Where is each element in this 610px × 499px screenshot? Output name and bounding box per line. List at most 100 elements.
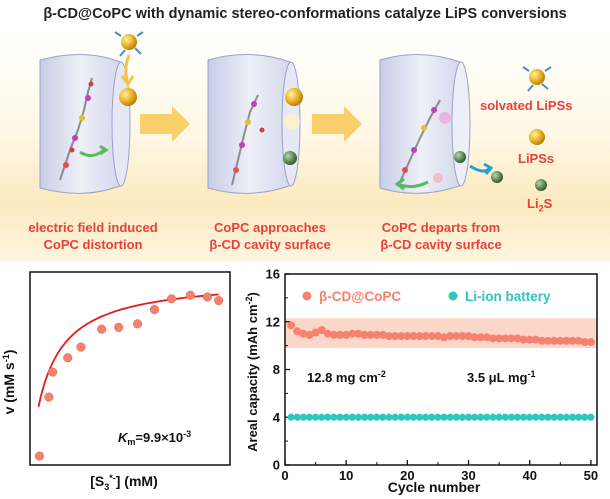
cycling-xtick-label: 30 (461, 468, 475, 483)
series-li-ion-point (373, 413, 381, 421)
series-cdcopc-point (470, 333, 479, 342)
series-li-ion-point (287, 413, 295, 421)
series-li-ion-point (311, 413, 320, 421)
series-li-ion-point (409, 413, 418, 421)
series-cdcopc-point (403, 332, 412, 341)
series-li-ion-point (342, 413, 350, 421)
series-cdcopc-point (476, 333, 485, 342)
cycling-ytick-label: 16 (266, 267, 280, 282)
kinetics-ylabel: v (mM s-1) (1, 350, 17, 415)
series-li-ion-point (532, 413, 540, 421)
series-li-ion-point (446, 413, 454, 421)
cycling-chart: Areal capacity (mAh cm-2) Cycle number 1… (245, 267, 598, 496)
caption-2-line1: CoPC approaches (214, 220, 326, 235)
kinetics-ylabel-main: v (mM s (1, 362, 17, 414)
series-cdcopc-point (336, 330, 345, 339)
solvated-lips-1 (114, 31, 144, 57)
series-cdcopc-point (452, 332, 461, 341)
series-cdcopc-point (415, 332, 424, 341)
series-cdcopc-point (385, 332, 393, 341)
cycling-ytick-label: 4 (273, 410, 281, 425)
lips-glow-2 (284, 114, 300, 130)
caption-1-line1: electric field induced (28, 220, 158, 235)
series-cdcopc-point (421, 332, 430, 341)
series-li-ion-point (458, 413, 467, 421)
series-cdcopc-point (574, 336, 583, 345)
kinetics-point (48, 367, 58, 377)
km-value: =9.9×10 (135, 430, 183, 445)
series-cdcopc-point (305, 330, 314, 339)
series-cdcopc-point (556, 336, 565, 345)
series-cdcopc-point (409, 332, 418, 341)
series-cdcopc-point (397, 332, 406, 341)
series-li-ion-point (464, 413, 473, 421)
series-li-ion-point (538, 413, 546, 421)
series-li-ion-point (318, 413, 326, 421)
series-cdcopc-point (458, 332, 467, 341)
kinetics-fit-curve (37, 293, 219, 407)
series-cdcopc-point (519, 335, 528, 344)
cycling-ylabel-main: Areal capacity (mAh cm (245, 304, 260, 451)
series-li-ion-point (403, 413, 411, 421)
cycling-xtick-label: 20 (400, 468, 414, 483)
series-li-ion-point (526, 413, 534, 421)
series-li-ion-point (428, 413, 436, 421)
series-li-ion-point (489, 413, 497, 421)
series-li-ion-point (348, 413, 356, 421)
li2s-particle-3b (491, 171, 503, 183)
series-li-ion-point (397, 413, 405, 421)
legend-li2s-label: Li2S (527, 196, 552, 214)
kinetics-xlabel-sub: 3 (104, 482, 109, 492)
legend-lips-icon (529, 129, 545, 145)
series-cdcopc-point (317, 326, 326, 335)
legend-marker-0 (302, 291, 312, 301)
series-li-ion-point (471, 413, 479, 421)
series-li-ion-point (513, 413, 522, 421)
series-cdcopc-point (342, 330, 351, 339)
arrow-down-1 (124, 54, 131, 81)
series-li-ion-point (440, 413, 448, 421)
legend-label-0: β-CD@CoPC (319, 289, 401, 304)
series-cdcopc-point (446, 332, 455, 341)
series-li-ion-point (452, 413, 460, 421)
kinetics-point (114, 322, 124, 332)
li2s-particle-2 (283, 151, 297, 165)
cd-cavity-1 (39, 54, 131, 194)
caption-step-1: electric field induced CoPC distortion (8, 219, 178, 253)
caption-2-line2: β-CD cavity surface (209, 237, 331, 252)
cycling-ylabel-end: ) (245, 292, 260, 296)
series-li-ion-point (575, 413, 583, 421)
kinetics-point (34, 451, 44, 461)
legend-marker-1 (448, 291, 458, 301)
cycling-ytick-label: 8 (273, 362, 280, 377)
ratio-annotation: 3.5 μL mg-1 (467, 369, 535, 385)
kinetics-point (97, 324, 107, 334)
series-cdcopc-point (550, 336, 559, 345)
series-cdcopc-point (378, 330, 387, 339)
series-li-ion-point (507, 413, 515, 421)
series-cdcopc-point (537, 336, 546, 345)
km-k: K (118, 430, 129, 445)
series-li-ion-point (581, 413, 589, 421)
kinetics-xlabel-end: ] (mM) (116, 473, 158, 489)
arrow-blue-head (483, 162, 494, 175)
series-cdcopc-point (501, 334, 510, 343)
series-li-ion-point (324, 413, 332, 421)
series-li-ion-point (556, 413, 564, 421)
cycling-ylabel-sup: -2 (245, 296, 254, 304)
series-li-ion-point (385, 413, 393, 421)
series-cdcopc-point (348, 329, 357, 338)
series-cdcopc-point (360, 330, 369, 339)
li2s-particle-3a (454, 151, 466, 163)
series-cdcopc-point (464, 332, 473, 341)
series-cdcopc-point (433, 332, 442, 341)
schematic-panel (0, 30, 610, 262)
series-cdcopc-point (580, 338, 589, 347)
series-li-ion-point (367, 413, 375, 421)
series-li-ion-point (305, 413, 314, 421)
series-cdcopc-point (293, 327, 302, 336)
legend-solvated-label: solvated LiPSs (480, 98, 573, 113)
kinetics-xlabel: [S3*-] (mM) (90, 473, 158, 492)
series-li-ion-point (336, 413, 344, 421)
cycling-xlabel: Cycle number (388, 479, 481, 495)
